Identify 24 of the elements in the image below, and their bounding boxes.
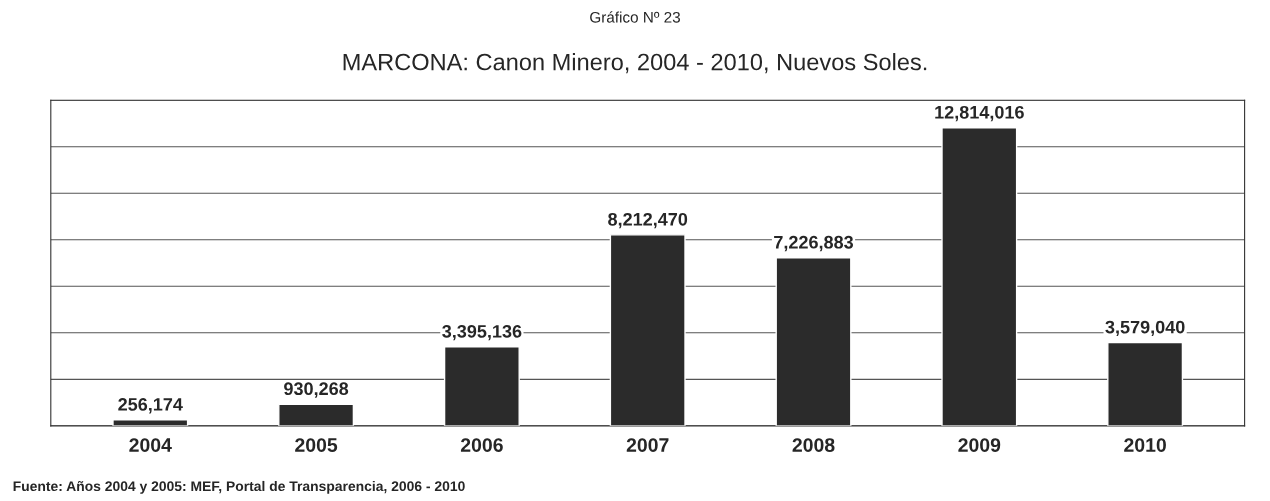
bar [609, 234, 686, 426]
bar [775, 257, 852, 426]
x-tick-label: 2006 [460, 438, 503, 452]
data-label: 3,395,136 [442, 324, 522, 341]
bar [941, 127, 1018, 426]
data-label: 12,814,016 [935, 105, 1024, 122]
x-tick-label: 2004 [129, 438, 172, 452]
source-note: Fuente: Años 2004 y 2005: MEF, Portal de Transparencia, 2006 - 2010 [13, 480, 465, 494]
data-label: 8,212,470 [608, 212, 688, 229]
x-tick-label: 2007 [626, 438, 669, 452]
x-tick-label: 2010 [1124, 438, 1166, 452]
bar [443, 346, 520, 426]
x-tick-label: 2008 [792, 438, 835, 452]
bar [1107, 341, 1184, 426]
data-label: 3,579,040 [1105, 320, 1185, 337]
data-label: 7,226,883 [774, 235, 854, 252]
chart-title: MARCONA: Canon Minero, 2004 - 2010, Nuevos Soles. [343, 53, 927, 74]
x-tick-label: 2009 [958, 438, 1001, 452]
x-tick-label: 2005 [295, 438, 338, 452]
chart-subtitle: Gráfico Nº 23 [590, 11, 680, 23]
data-label: 930,268 [284, 382, 349, 398]
bar [112, 419, 189, 426]
data-label: 256,174 [118, 397, 183, 414]
bar [278, 403, 355, 426]
